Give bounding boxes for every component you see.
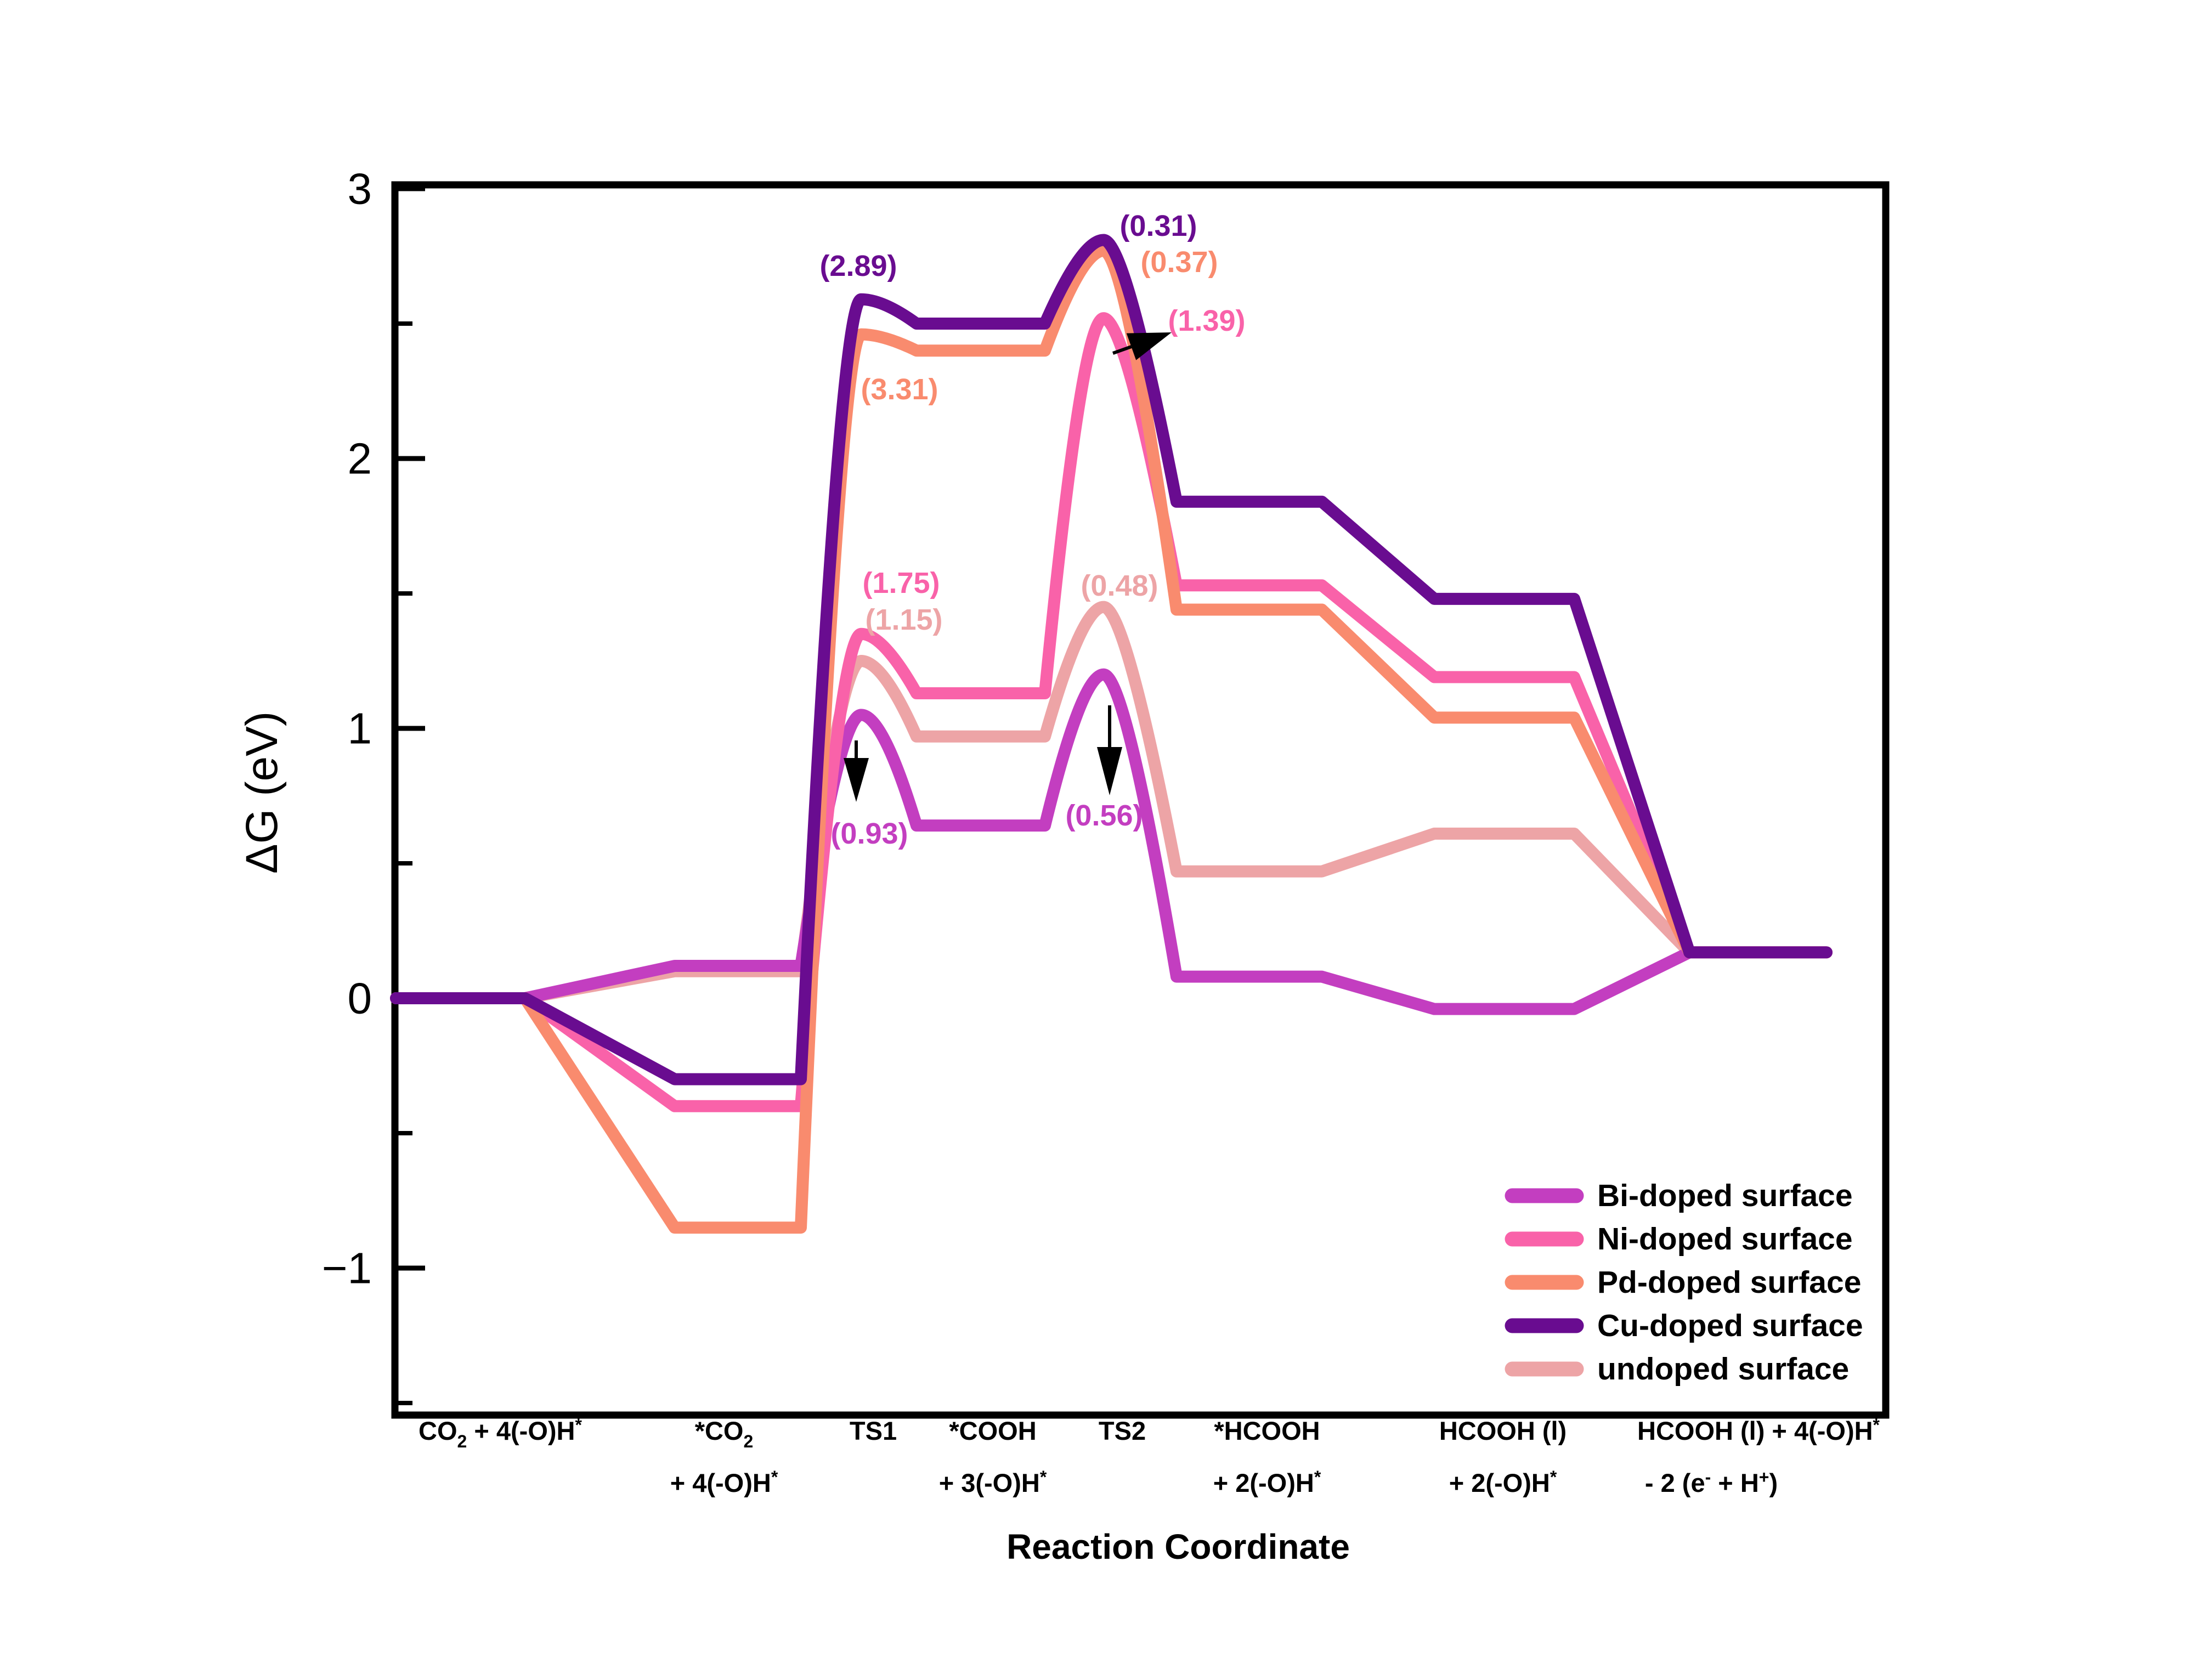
annotation-1.39: (1.39) [1168,304,1245,337]
series-line-ni [390,312,1833,1112]
arrow-head [844,758,869,802]
y-tick-label: 3 [348,165,372,213]
annotation-0.93: (0.93) [830,817,908,850]
x-axis-title: Reaction Coordinate [1006,1527,1350,1566]
x-category-1: CO2​ + 4(-O)H*​ [419,1415,582,1451]
x-category-6: *HCOOH [1214,1416,1320,1445]
y-tick-label: −1 [322,1244,372,1293]
annotation-1.15: (1.15) [865,603,942,636]
x-category-6-line2: + 2(-O)H*​ [1213,1467,1321,1497]
barrier-annotations: (2.89) (3.31) (1.75) (1.15) (0.93) (0.31) (0.3… [819,210,1245,850]
annotation-0.31: (0.31) [1119,210,1197,242]
x-category-7-line2: + 2(-O)H*​ [1449,1467,1557,1497]
legend-item-bi: Bi-doped surface [1505,1178,1853,1213]
x-category-4-line2: + 3(-O)H*​ [939,1467,1047,1497]
annotation-0.56: (0.56) [1065,799,1143,832]
annotation-3.31: (3.31) [861,373,938,406]
x-category-4: *COOH [949,1416,1036,1445]
arrow-head [1126,332,1172,360]
legend-label-ni: Ni-doped surface [1597,1221,1853,1257]
annotation-0.48: (0.48) [1081,569,1158,602]
plot-border [391,181,1890,1419]
legend-label-bi: Bi-doped surface [1597,1178,1853,1213]
annotation-arrows [844,332,1172,802]
x-category-3: TS1 [850,1416,897,1445]
legend-item-cu: Cu-doped surface [1505,1308,1863,1343]
x-category-8: HCOOH (l) + 4(-O)H*​ [1637,1415,1880,1445]
annotation-1.75: (1.75) [862,567,940,599]
legend-label-pd: Pd-doped surface [1597,1265,1861,1300]
legend-item-undoped: undoped surface [1505,1351,1849,1387]
x-category-labels: CO2​ + 4(-O)H*​ *CO2​ + 4(-O)H*​ TS1 *COOH + … [419,1415,1880,1497]
legend-label-undoped: undoped surface [1597,1351,1849,1387]
x-category-2: *CO2​ [695,1416,754,1451]
legend: Bi-doped surface Ni-doped surface Pd-doped… [1505,1178,1863,1387]
x-category-2-line2: + 4(-O)H*​ [670,1467,778,1497]
series-line-cu [390,234,1833,1085]
y-tick-label: 1 [348,704,372,753]
arrow-head [1097,747,1122,795]
legend-item-pd: Pd-doped surface [1505,1265,1861,1300]
y-tick-label: 2 [348,434,372,483]
legend-item-ni: Ni-doped surface [1505,1221,1853,1257]
x-category-8-line2: - 2 (e-​ + H+​) [1645,1467,1778,1497]
y-axis-title: ΔG (eV) [237,711,287,874]
annotation-2.89: (2.89) [819,250,897,282]
arrow-shaft [1112,345,1132,355]
x-category-5: TS2 [1099,1416,1146,1445]
y-tick-label: 0 [348,974,372,1023]
annotation-0.37: (0.37) [1140,246,1218,279]
legend-label-cu: Cu-doped surface [1597,1308,1863,1343]
x-category-7: HCOOH (l) [1439,1416,1567,1445]
